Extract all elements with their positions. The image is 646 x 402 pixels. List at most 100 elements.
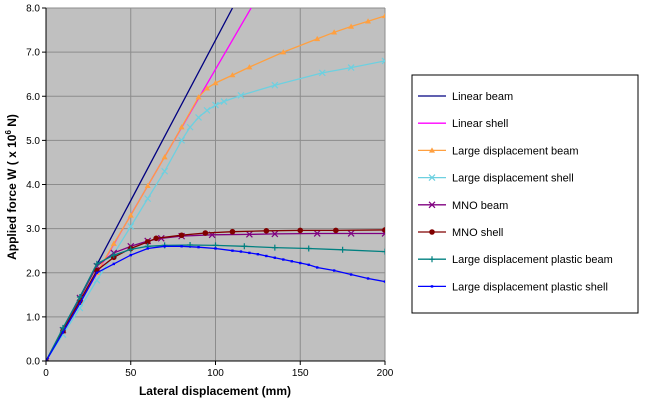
x-tick-label: 200 xyxy=(377,368,394,379)
data-point xyxy=(195,114,202,121)
data-point xyxy=(46,359,48,361)
series-line xyxy=(46,245,385,361)
data-point xyxy=(195,94,202,100)
data-point xyxy=(331,29,338,35)
data-point xyxy=(299,261,302,265)
data-point xyxy=(180,245,183,248)
data-point xyxy=(246,64,253,70)
y-tick-label: 1.0 xyxy=(26,312,40,323)
y-axis-title-prefix: Applied force W ( x 10 xyxy=(5,134,19,260)
data-point xyxy=(46,357,50,361)
legend: Linear beam Linear shell Large displacemen… xyxy=(418,91,613,293)
data-point xyxy=(229,72,236,78)
legend-label: Linear beam xyxy=(452,91,513,103)
data-point xyxy=(178,136,186,144)
y-tick-label: 6.0 xyxy=(26,92,40,103)
data-point xyxy=(93,260,100,267)
data-point xyxy=(127,212,134,218)
data-point xyxy=(307,263,310,267)
y-axis-title-suffix: N) xyxy=(5,114,19,130)
axes xyxy=(42,7,386,365)
data-point xyxy=(197,245,200,249)
data-point xyxy=(273,256,277,259)
y-tick-label: 5.0 xyxy=(26,136,40,147)
legend-label: Large displacement beam xyxy=(452,145,579,157)
y-tick-label: 2.0 xyxy=(26,268,40,279)
data-point xyxy=(212,101,219,109)
data-point xyxy=(220,98,228,105)
x-axis-title: Lateral displacement (mm) xyxy=(139,384,291,398)
data-point xyxy=(429,147,435,153)
data-point xyxy=(366,277,370,280)
data-point xyxy=(263,228,270,234)
data-point xyxy=(381,57,385,65)
legend-label: Linear shell xyxy=(452,118,508,130)
data-point xyxy=(265,254,268,258)
legend-item-large-displacement-beam: Large displacement beam xyxy=(418,145,579,157)
data-point xyxy=(347,64,355,71)
data-point xyxy=(163,245,166,248)
data-point xyxy=(61,331,65,334)
data-point xyxy=(290,260,293,263)
data-point xyxy=(144,182,151,189)
data-point xyxy=(204,85,211,91)
data-point xyxy=(153,235,159,242)
data-point xyxy=(178,124,185,130)
data-point xyxy=(349,273,353,276)
data-point xyxy=(428,174,436,182)
legend-box xyxy=(411,74,639,314)
data-point xyxy=(333,227,339,234)
legend-label: MNO beam xyxy=(452,200,508,212)
legend-item-mno-shell: MNO shell xyxy=(418,227,503,239)
data-point xyxy=(144,195,152,203)
data-point xyxy=(429,229,435,235)
legend-item-large-displacement-plastic-beam: Large displacement plastic beam xyxy=(418,254,613,266)
data-point xyxy=(76,294,83,301)
data-point xyxy=(146,247,149,250)
data-point xyxy=(203,106,211,114)
y-tick-label: 3.0 xyxy=(26,224,40,235)
data-point xyxy=(382,248,385,255)
data-point xyxy=(382,227,385,233)
data-point xyxy=(245,230,253,238)
tick-labels: 0.0 1.0 2.0 3.0 4.0 5.0 6.0 7.0 8.0 0 50 100 150 200 xyxy=(26,4,394,380)
data-point xyxy=(271,230,279,238)
data-point xyxy=(237,91,245,99)
data-point xyxy=(256,253,260,256)
data-point xyxy=(297,227,304,234)
legend-item-large-displacement-plastic-shell: Large displacement plastic shell xyxy=(418,281,608,293)
y-axis-title-exponent: 6 xyxy=(4,130,13,135)
data-point xyxy=(229,228,236,235)
data-point xyxy=(161,154,168,160)
data-point xyxy=(202,230,209,236)
data-point xyxy=(428,201,436,209)
data-point xyxy=(212,80,219,86)
x-tick-label: 50 xyxy=(125,368,137,379)
data-point xyxy=(129,253,132,257)
y-tick-label: 7.0 xyxy=(26,48,40,59)
series-mno-shell xyxy=(46,227,385,361)
data-point xyxy=(280,49,287,55)
data-point xyxy=(95,271,99,274)
data-point xyxy=(110,252,117,259)
data-point xyxy=(271,244,278,251)
data-point xyxy=(282,258,285,261)
data-point xyxy=(248,251,251,255)
data-point xyxy=(241,243,248,250)
x-tick-label: 100 xyxy=(207,368,224,379)
legend-item-mno-beam: MNO beam xyxy=(418,200,508,212)
legend-item-large-displacement-shell: Large displacement shell xyxy=(418,173,574,185)
series-layer xyxy=(46,8,385,361)
data-point xyxy=(271,81,279,89)
data-point xyxy=(186,123,194,131)
y-tick-label: 4.0 xyxy=(26,180,40,191)
data-point xyxy=(144,239,151,245)
y-tick-label: 8.0 xyxy=(26,4,40,15)
data-point xyxy=(348,23,355,29)
data-point xyxy=(93,276,101,284)
data-point xyxy=(305,245,312,252)
y-tick-label: 0.0 xyxy=(26,357,40,368)
legend-item-linear-beam: Linear beam xyxy=(418,91,513,103)
data-point xyxy=(178,232,185,239)
